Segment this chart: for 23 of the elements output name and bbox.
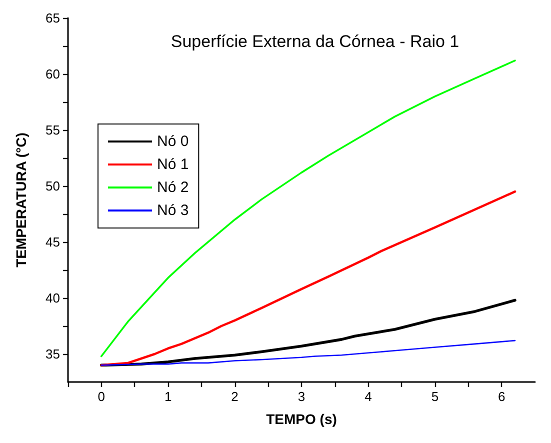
legend-label: Nó 3 [157,202,189,219]
y-axis-title: TEMPERATURA (°C) [13,132,29,268]
x-axis-title: TEMPO (s) [266,411,337,427]
y-tick-label: 55 [46,122,60,138]
legend-label: Nó 1 [157,156,189,173]
y-tick-label: 35 [46,346,60,362]
legend-label: Nó 0 [157,133,189,150]
y-tick-label: 60 [46,66,60,82]
line-series [100,60,516,358]
x-tick-label: 5 [431,389,439,404]
legend-label: Nó 2 [157,179,189,196]
x-tick-label: 0 [98,389,105,404]
y-tick-label: 45 [46,234,60,250]
y-tick-label: 40 [46,290,60,306]
x-tick-label: 2 [231,389,238,404]
line-series [100,340,516,366]
y-tick-label: 50 [46,178,60,194]
y-tick-label: 65 [46,10,60,26]
x-tick-label: 6 [498,389,506,404]
x-tick-label: 3 [298,389,306,404]
text: Superfície Externa da Córnea - Raio 1 [170,32,460,51]
x-tick-label: 1 [164,389,172,404]
x-tick-label: 4 [364,389,372,404]
